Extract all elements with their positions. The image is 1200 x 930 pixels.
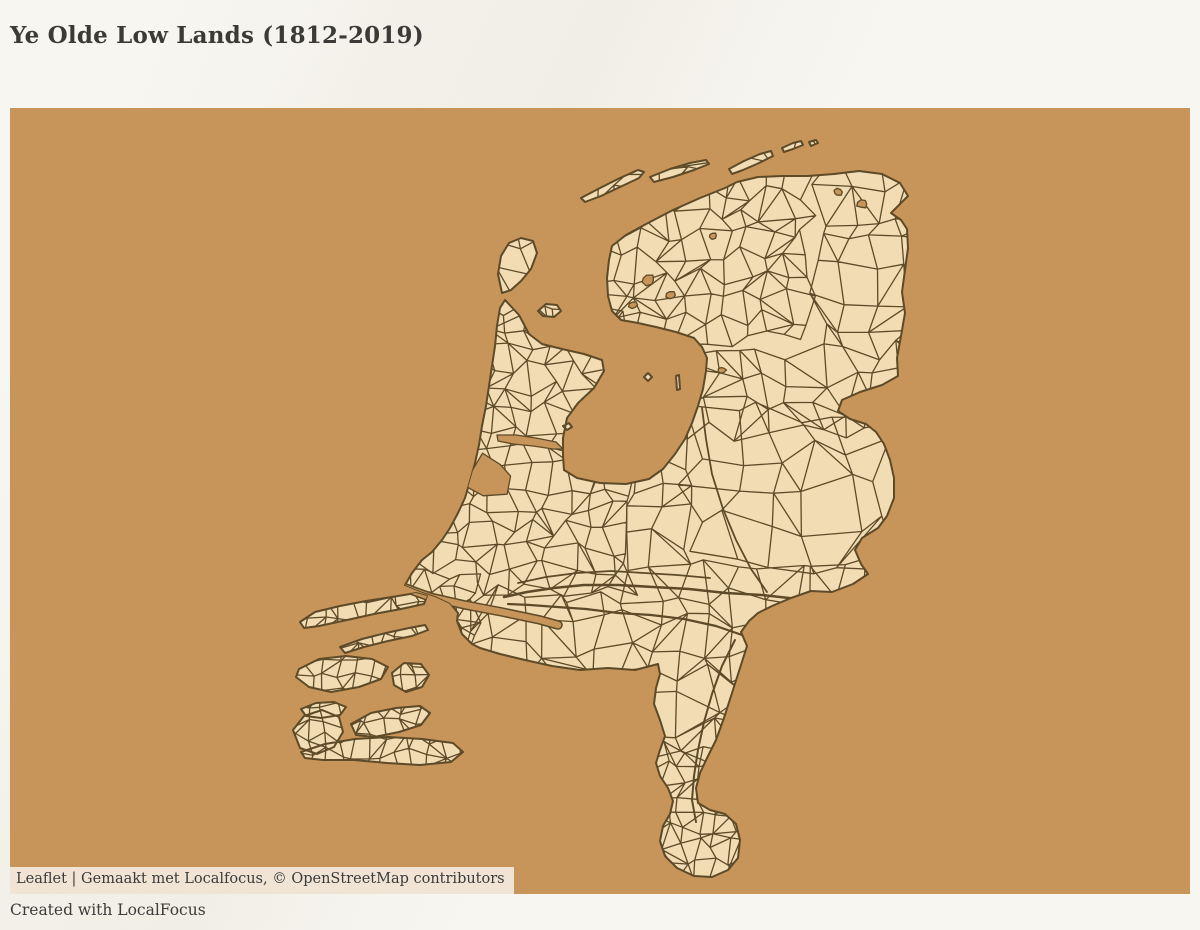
leaflet-map[interactable]: Leaflet | Gemaakt met Localfocus, © Open… <box>10 108 1190 894</box>
rivers <box>502 407 837 823</box>
footer-credit: Created with LocalFocus <box>10 901 206 919</box>
map-attribution: Leaflet | Gemaakt met Localfocus, © Open… <box>10 867 514 894</box>
netherlands-municipalities-map <box>10 108 1190 894</box>
page-title: Ye Olde Low Lands (1812-2019) <box>10 22 424 49</box>
attribution-made-with-text: | Gemaakt met Localfocus, <box>66 871 273 887</box>
leaflet-attribution-link[interactable]: Leaflet <box>16 871 67 887</box>
osm-attribution-link[interactable]: © OpenStreetMap contributors <box>272 871 505 887</box>
